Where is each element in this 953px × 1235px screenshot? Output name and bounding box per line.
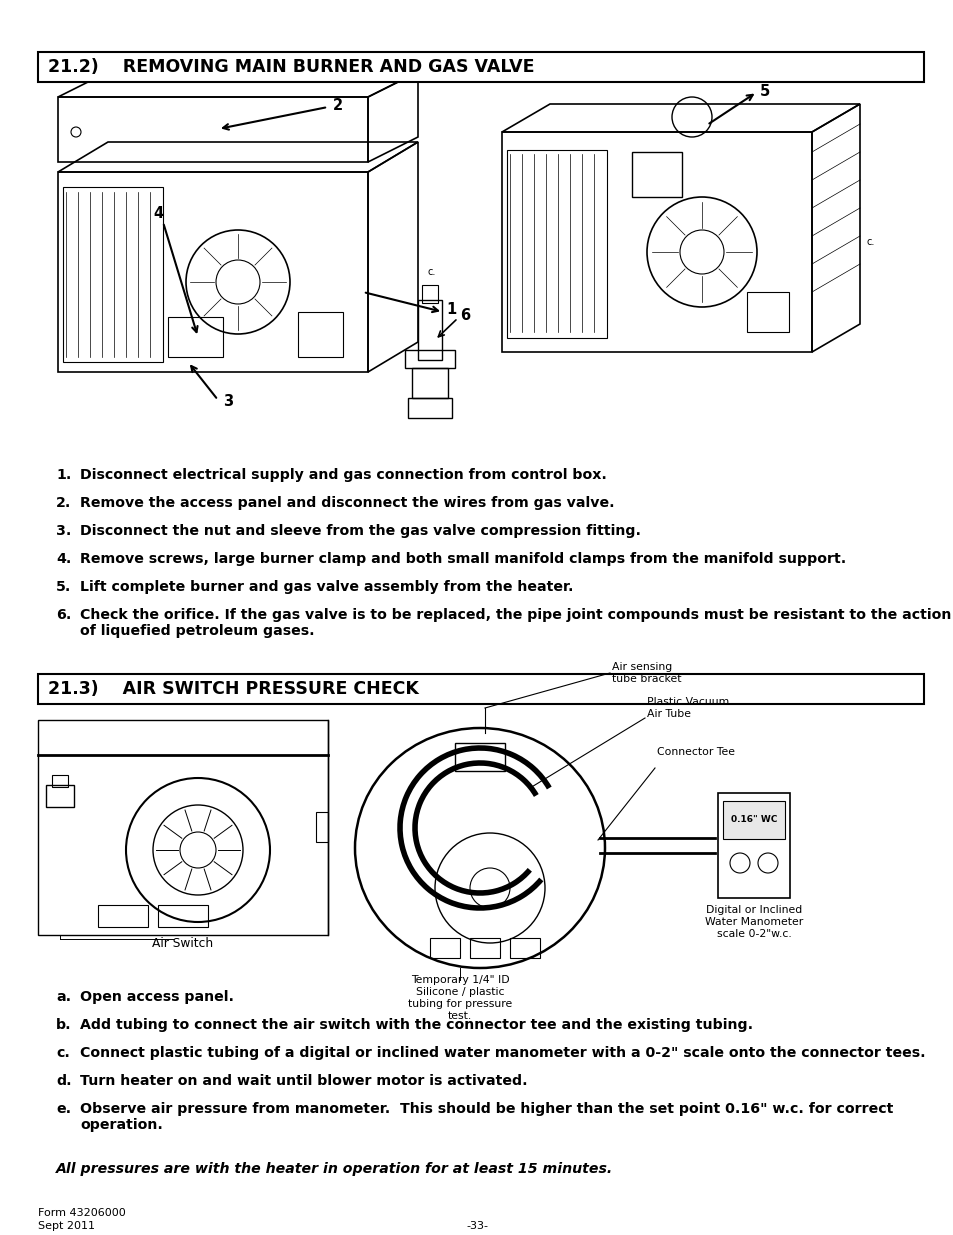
Bar	[408, 398, 452, 417]
Bar	[421, 285, 437, 303]
Text: Air Tube: Air Tube	[646, 709, 690, 719]
Text: 21.3)    AIR SWITCH PRESSURE CHECK: 21.3) AIR SWITCH PRESSURE CHECK	[48, 680, 418, 698]
Text: Silicone / plastic: Silicone / plastic	[416, 987, 504, 997]
Text: 5.: 5.	[56, 580, 71, 594]
Text: 3: 3	[223, 394, 233, 410]
Text: -33-: -33-	[465, 1221, 488, 1231]
Text: tubing for pressure: tubing for pressure	[408, 999, 512, 1009]
Bar	[315, 811, 328, 842]
Text: c.: c.	[866, 237, 875, 247]
Bar	[506, 149, 606, 338]
Text: b.: b.	[56, 1018, 71, 1032]
Bar	[297, 312, 343, 357]
Bar	[38, 52, 923, 82]
Bar	[405, 350, 455, 368]
Text: 2.: 2.	[56, 496, 71, 510]
Text: Form 43206000: Form 43206000	[38, 1208, 126, 1218]
Text: Connector Tee: Connector Tee	[657, 747, 734, 757]
Bar	[58, 98, 368, 162]
Text: 2: 2	[333, 98, 343, 112]
Text: e.: e.	[56, 1102, 71, 1116]
Bar	[510, 939, 539, 958]
Text: Disconnect electrical supply and gas connection from control box.: Disconnect electrical supply and gas con…	[80, 468, 606, 482]
Bar	[46, 785, 74, 806]
Text: Add tubing to connect the air switch with the connector tee and the existing tub: Add tubing to connect the air switch wit…	[80, 1018, 752, 1032]
Text: 21.2)    REMOVING MAIN BURNER AND GAS VALVE: 21.2) REMOVING MAIN BURNER AND GAS VALVE	[48, 58, 534, 77]
Text: test.: test.	[447, 1011, 472, 1021]
Text: All pressures are with the heater in operation for at least 15 minutes.: All pressures are with the heater in ope…	[56, 1162, 613, 1176]
Text: c.: c.	[428, 267, 436, 277]
Text: 3.: 3.	[56, 524, 71, 538]
Text: Air sensing: Air sensing	[612, 662, 672, 672]
Text: Remove screws, large burner clamp and both small manifold clamps from the manifo: Remove screws, large burner clamp and bo…	[80, 552, 845, 566]
Text: Temporary 1/4" ID: Temporary 1/4" ID	[410, 974, 509, 986]
Bar	[98, 905, 148, 927]
Text: 5: 5	[760, 84, 769, 99]
Text: 4: 4	[152, 206, 163, 221]
Text: Digital or Inclined: Digital or Inclined	[705, 905, 801, 915]
Text: 6: 6	[459, 308, 470, 322]
Text: Air Switch: Air Switch	[152, 937, 213, 950]
Bar	[63, 186, 163, 362]
Text: Disconnect the nut and sleeve from the gas valve compression fitting.: Disconnect the nut and sleeve from the g…	[80, 524, 640, 538]
Bar	[38, 674, 923, 704]
Text: Remove the access panel and disconnect the wires from gas valve.: Remove the access panel and disconnect t…	[80, 496, 614, 510]
Bar	[412, 368, 448, 398]
Bar	[501, 132, 811, 352]
Text: 1: 1	[446, 301, 456, 316]
Text: Turn heater on and wait until blower motor is activated.: Turn heater on and wait until blower mot…	[80, 1074, 527, 1088]
Text: scale 0-2"w.c.: scale 0-2"w.c.	[716, 929, 791, 939]
Text: Check the orifice. If the gas valve is to be replaced, the pipe joint compounds : Check the orifice. If the gas valve is t…	[80, 608, 950, 638]
Bar	[746, 291, 788, 332]
Text: d.: d.	[56, 1074, 71, 1088]
Text: a.: a.	[56, 990, 71, 1004]
Bar	[158, 905, 208, 927]
Bar	[455, 743, 504, 771]
Bar	[52, 776, 68, 787]
Bar	[470, 939, 499, 958]
Text: 6.: 6.	[56, 608, 71, 622]
Text: Plastic Vacuum: Plastic Vacuum	[646, 697, 728, 706]
Bar	[38, 720, 328, 935]
Text: 1.: 1.	[56, 468, 71, 482]
Text: 4.: 4.	[56, 552, 71, 566]
Text: Water Manometer: Water Manometer	[704, 918, 802, 927]
Text: Connect plastic tubing of a digital or inclined water manometer with a 0-2" scal: Connect plastic tubing of a digital or i…	[80, 1046, 924, 1060]
Bar	[168, 317, 223, 357]
Text: Open access panel.: Open access panel.	[80, 990, 233, 1004]
Text: tube bracket: tube bracket	[612, 674, 680, 684]
Text: Observe air pressure from manometer.  This should be higher than the set point 0: Observe air pressure from manometer. Thi…	[80, 1102, 892, 1132]
Bar	[58, 172, 368, 372]
Text: Sept 2011: Sept 2011	[38, 1221, 95, 1231]
Text: c.: c.	[56, 1046, 70, 1060]
Bar	[718, 793, 789, 898]
Text: Lift complete burner and gas valve assembly from the heater.: Lift complete burner and gas valve assem…	[80, 580, 573, 594]
Bar	[430, 939, 459, 958]
Bar	[417, 300, 441, 359]
Bar	[631, 152, 681, 198]
Text: 0.16" WC: 0.16" WC	[730, 815, 777, 825]
Bar	[722, 802, 784, 839]
